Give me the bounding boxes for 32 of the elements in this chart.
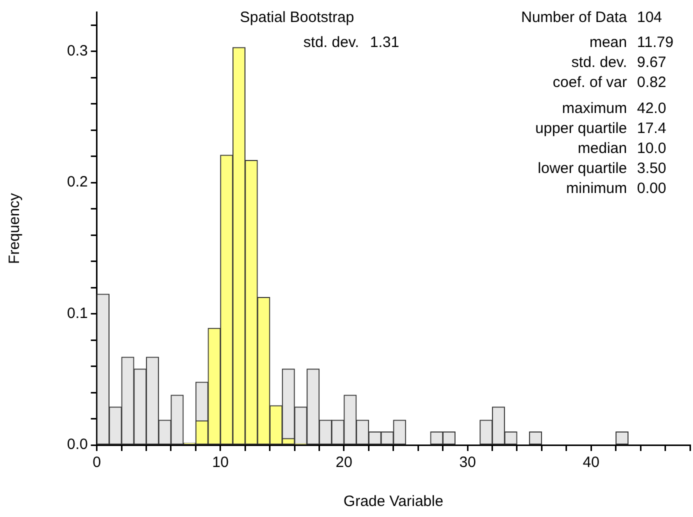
annotation: Spatial Bootstrap bbox=[240, 9, 354, 26]
y-axis-title: Frequency bbox=[6, 192, 24, 264]
y-tick-label: 0.2 bbox=[66, 174, 88, 191]
y-tick-label: 0.0 bbox=[66, 436, 88, 454]
y-tick-label: 0.3 bbox=[66, 42, 88, 60]
y-tick-label: 0.1 bbox=[66, 304, 88, 322]
annotation: 0.82 bbox=[637, 74, 666, 92]
annotation: maximum bbox=[562, 100, 627, 118]
x-tick-label: 0 bbox=[92, 454, 102, 472]
annotation: 0.00 bbox=[637, 180, 666, 198]
annotation: median bbox=[578, 140, 627, 158]
x-tick-label: 40 bbox=[582, 454, 600, 472]
x-axis-title: Grade Variable bbox=[344, 493, 444, 510]
annotation: 1.31 bbox=[370, 34, 400, 52]
annotation: std. dev. bbox=[303, 34, 359, 52]
annotation: minimum bbox=[566, 180, 627, 198]
x-tick-label: 20 bbox=[336, 454, 352, 472]
annotation: 3.50 bbox=[637, 160, 666, 178]
annotation: coef. of var bbox=[552, 74, 628, 92]
annotation: 11.79 bbox=[637, 34, 674, 52]
x-tick-label: 30 bbox=[459, 454, 476, 472]
annotation: lower quartile bbox=[538, 160, 627, 178]
annotation: 17.4 bbox=[637, 120, 666, 138]
annotation: 104 bbox=[637, 9, 662, 26]
annotation: mean bbox=[589, 34, 627, 52]
annotation: 10.0 bbox=[637, 140, 666, 158]
x-tick-label: 10 bbox=[212, 454, 229, 472]
annotation: std. dev. bbox=[571, 54, 627, 72]
annotation: 42.0 bbox=[637, 100, 666, 118]
annotation: Number of Data bbox=[521, 9, 628, 26]
annotation: upper quartile bbox=[535, 120, 627, 138]
annotation: 9.67 bbox=[637, 54, 666, 72]
